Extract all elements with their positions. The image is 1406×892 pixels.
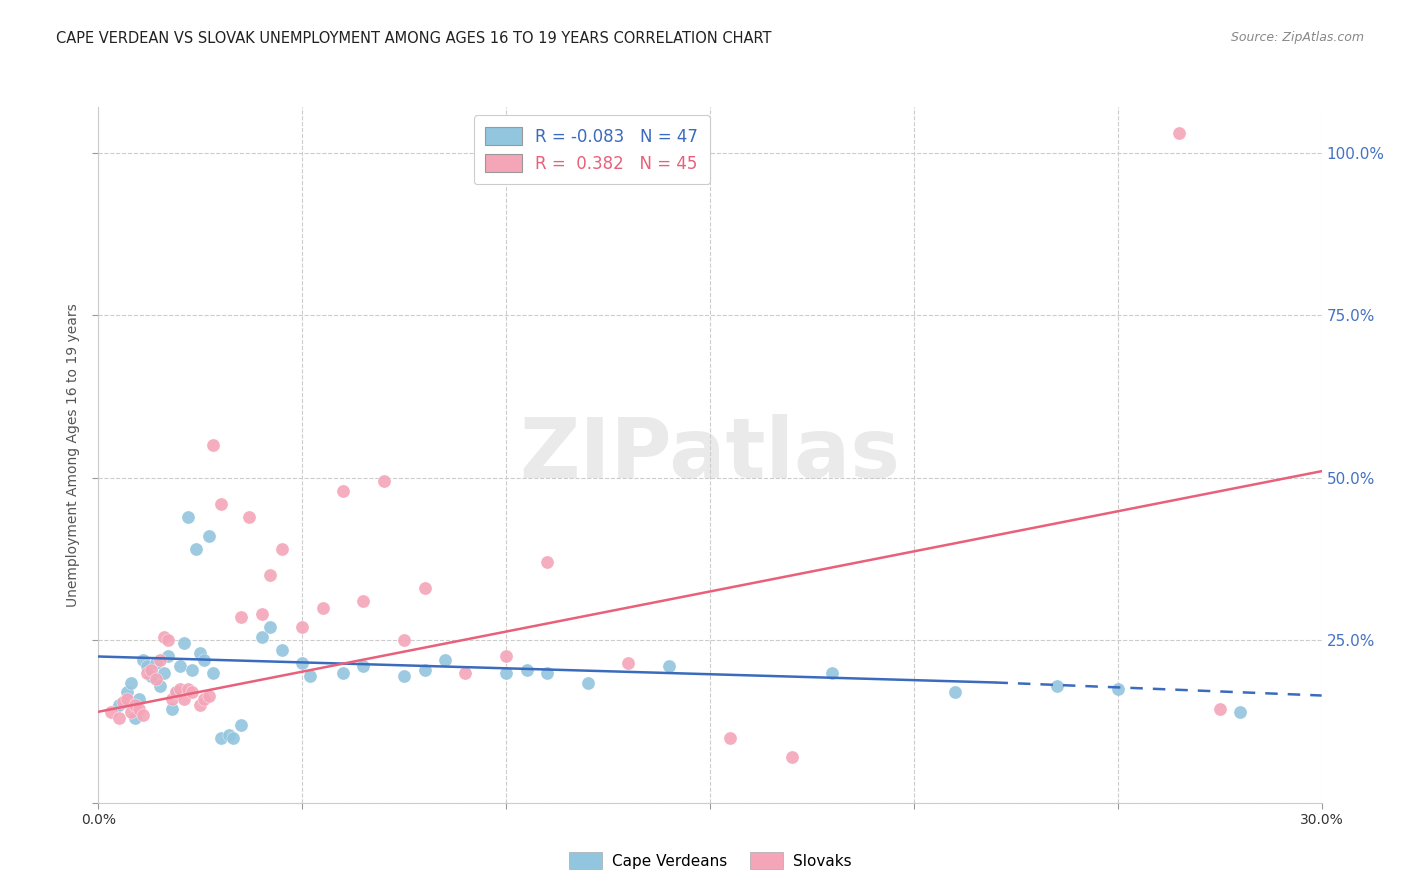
Point: [181, 685, 204, 699]
Point: [332, 665, 354, 680]
Point: [197, 689, 219, 703]
Point: [495, 649, 517, 664]
Point: [128, 701, 150, 715]
Point: [177, 681, 200, 696]
Point: [720, 731, 742, 745]
Point: [108, 711, 131, 725]
Point: [141, 669, 163, 683]
Point: [352, 659, 374, 673]
Point: [160, 691, 183, 706]
Point: [943, 685, 966, 699]
Point: [209, 731, 232, 745]
Point: [1208, 701, 1232, 715]
Point: [433, 653, 456, 667]
Point: [160, 701, 183, 715]
Point: [188, 646, 212, 660]
Point: [373, 474, 395, 488]
Point: [413, 581, 436, 595]
Point: [231, 718, 253, 732]
Point: [392, 633, 416, 648]
Point: [124, 711, 146, 725]
Point: [169, 681, 191, 696]
Point: [111, 695, 134, 709]
Point: [259, 568, 281, 582]
Point: [177, 509, 200, 524]
Point: [218, 727, 240, 741]
Point: [120, 675, 142, 690]
Point: [238, 509, 260, 524]
Point: [259, 620, 281, 634]
Point: [145, 656, 167, 670]
Text: CAPE VERDEAN VS SLOVAK UNEMPLOYMENT AMONG AGES 16 TO 19 YEARS CORRELATION CHART: CAPE VERDEAN VS SLOVAK UNEMPLOYMENT AMON…: [56, 31, 772, 46]
Point: [312, 600, 335, 615]
Point: [181, 663, 204, 677]
Point: [495, 665, 517, 680]
Point: [209, 497, 232, 511]
Point: [132, 708, 155, 723]
Point: [231, 610, 253, 624]
Point: [145, 672, 167, 686]
Point: [152, 665, 174, 680]
Point: [165, 685, 187, 699]
Point: [658, 659, 681, 673]
Point: [115, 691, 138, 706]
Point: [173, 636, 195, 650]
Point: [392, 669, 416, 683]
Point: [413, 663, 436, 677]
Point: [536, 555, 558, 569]
Point: [454, 665, 477, 680]
Point: [100, 705, 122, 719]
Point: [197, 529, 219, 543]
Text: ZIPatlas: ZIPatlas: [520, 415, 900, 495]
Point: [332, 483, 354, 498]
Point: [250, 607, 273, 622]
Point: [536, 665, 558, 680]
Point: [291, 656, 314, 670]
Point: [821, 665, 844, 680]
Point: [1167, 126, 1189, 140]
Point: [291, 620, 314, 634]
Point: [169, 659, 191, 673]
Point: [149, 679, 172, 693]
Legend: Cape Verdeans, Slovaks: Cape Verdeans, Slovaks: [562, 847, 858, 875]
Point: [250, 630, 273, 644]
Point: [152, 630, 174, 644]
Point: [780, 750, 803, 764]
Point: [173, 691, 195, 706]
Point: [141, 663, 163, 677]
Point: [108, 698, 131, 713]
Point: [188, 698, 212, 713]
Point: [128, 691, 150, 706]
Point: [201, 438, 224, 452]
Point: [516, 663, 538, 677]
Point: [1229, 705, 1251, 719]
Point: [136, 665, 159, 680]
Point: [270, 542, 294, 557]
Point: [1107, 681, 1129, 696]
Point: [193, 653, 215, 667]
Point: [156, 649, 179, 664]
Point: [120, 705, 142, 719]
Point: [132, 653, 155, 667]
Point: [193, 691, 215, 706]
Point: [124, 698, 146, 713]
Point: [186, 542, 208, 557]
Point: [299, 669, 322, 683]
Text: Source: ZipAtlas.com: Source: ZipAtlas.com: [1230, 31, 1364, 45]
Point: [352, 594, 374, 608]
Point: [165, 685, 187, 699]
Point: [222, 731, 245, 745]
Y-axis label: Unemployment Among Ages 16 to 19 years: Unemployment Among Ages 16 to 19 years: [66, 303, 80, 607]
Point: [576, 675, 599, 690]
Point: [149, 653, 172, 667]
Point: [136, 659, 159, 673]
Point: [270, 643, 294, 657]
Point: [201, 665, 224, 680]
Point: [115, 685, 138, 699]
Point: [617, 656, 640, 670]
Point: [156, 633, 179, 648]
Point: [1045, 679, 1069, 693]
